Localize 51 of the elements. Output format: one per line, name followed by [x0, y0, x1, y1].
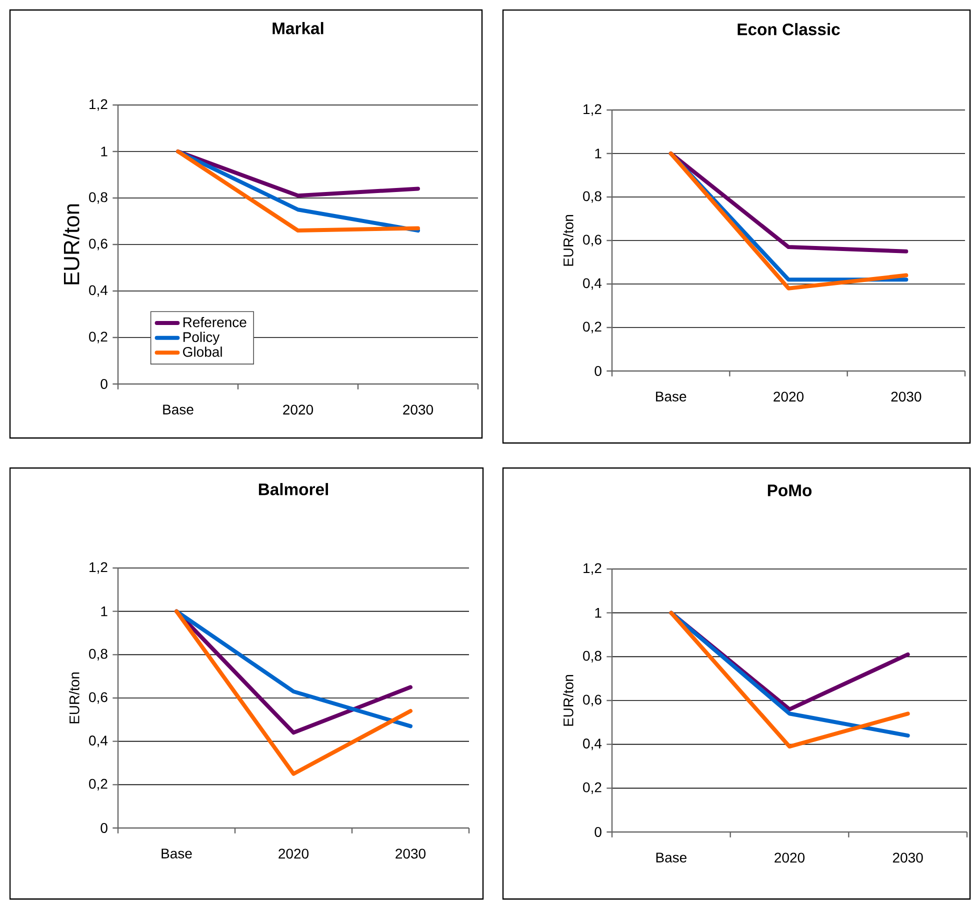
- y-axis-title: EUR/ton: [63, 204, 80, 284]
- y-axis-title: EUR/ton: [69, 672, 80, 724]
- x-tick-label: Base: [162, 848, 192, 858]
- y-tick-label: 0,2: [583, 322, 602, 334]
- x-tick-label: Base: [163, 404, 194, 414]
- y-tick-label: 1,2: [584, 563, 602, 575]
- y-tick-label: 0,4: [89, 285, 108, 297]
- y-tick-label: 0,8: [89, 648, 108, 660]
- chart-title: PoMo: [768, 484, 812, 496]
- x-tick-label: 2020: [283, 404, 314, 415]
- y-tick-label: 1,2: [90, 562, 108, 574]
- y-tick-label: 0,6: [583, 234, 602, 246]
- legend-label: Policy: [183, 332, 220, 345]
- y-tick-label: 0,6: [89, 238, 108, 250]
- y-tick-label: 0,4: [583, 278, 602, 290]
- y-tick-label: 1: [595, 148, 602, 158]
- chart-title: Econ Classic: [738, 23, 840, 36]
- y-tick-label: 1,2: [90, 99, 108, 111]
- y-tick-label: 0,8: [583, 191, 602, 203]
- y-tick-label: 0,8: [583, 650, 602, 662]
- x-tick-label: 2020: [774, 852, 805, 863]
- x-tick-label: Base: [656, 392, 686, 402]
- x-tick-label: Base: [656, 852, 686, 862]
- x-tick-label: 2030: [891, 392, 922, 402]
- y-tick-label: 0: [594, 366, 602, 376]
- y-tick-label: 0,4: [583, 738, 602, 750]
- x-tick-label: 2030: [403, 404, 434, 415]
- y-tick-label: 0,2: [89, 332, 108, 344]
- x-tick-label: 2020: [774, 392, 804, 402]
- y-tick-label: 1: [101, 146, 108, 156]
- x-tick-label: 2020: [278, 848, 309, 859]
- y-tick-label: 1: [101, 606, 108, 616]
- y-tick-label: 1: [595, 608, 602, 618]
- y-tick-label: 0,4: [89, 736, 108, 748]
- y-axis-title: EUR/ton: [563, 214, 574, 266]
- y-axis-title: EUR/ton: [563, 674, 574, 726]
- y-tick-label: 1,2: [584, 104, 602, 116]
- x-tick-label: 2030: [396, 848, 426, 859]
- y-tick-label: 0,6: [583, 694, 602, 706]
- legend-label: Global: [183, 346, 222, 357]
- chart-title: Markal: [272, 22, 324, 34]
- y-tick-label: 0,6: [89, 692, 108, 704]
- y-tick-label: 0: [594, 827, 602, 837]
- chart-title: Balmorel: [258, 483, 328, 496]
- y-tick-label: 0,2: [89, 778, 108, 790]
- y-tick-label: 0,2: [583, 782, 602, 794]
- y-tick-label: 0,8: [89, 192, 108, 204]
- y-tick-label: 0: [100, 379, 108, 389]
- x-tick-label: 2030: [892, 852, 923, 863]
- y-tick-label: 0: [100, 823, 108, 833]
- legend-label: Reference: [183, 316, 246, 328]
